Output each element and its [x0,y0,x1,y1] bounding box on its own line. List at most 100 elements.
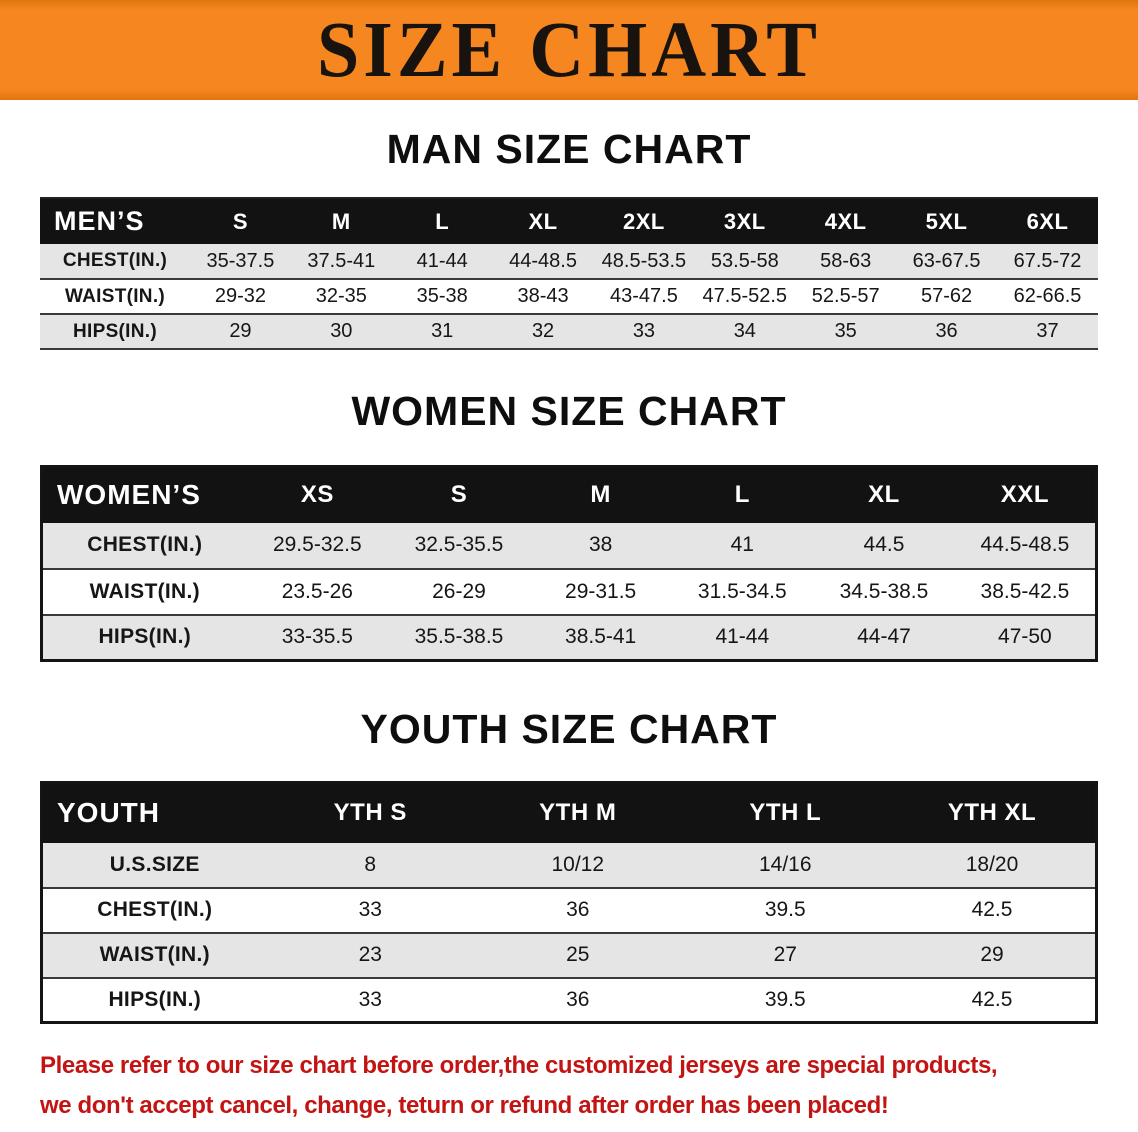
cell-value: 43-47.5 [610,285,678,307]
cell-value: 32-35 [315,285,367,307]
cell-value: 38-43 [517,285,569,307]
row-label: WAIST(IN.) [99,943,210,966]
cell-value: 23 [358,943,382,966]
table-corner-label: MEN’S [40,198,190,244]
row-label: CHEST(IN.) [97,898,213,921]
table-row: HIPS(IN.) 33-35.5 35.5-38.5 38.5-41 41-44 44-… [41,614,1097,661]
cell-value: 44-47 [857,625,911,649]
column-header: YTH XL [889,782,1097,843]
cell-value: 38.5-42.5 [980,579,1070,603]
section-heading-youth: YOUTH SIZE CHART [360,706,778,752]
column-header: L [391,198,493,244]
cell-value: 63-67.5 [912,249,981,272]
cell-value: 31.5-34.5 [697,579,787,603]
column-header: YTH S [266,782,474,843]
cell-value: 27 [773,943,797,966]
column-header: 2XL [593,198,695,244]
row-label: WAIST(IN.) [64,285,166,307]
cell-value: 29 [229,320,252,342]
table-row: WAIST(IN.) 23.5-26 26-29 29-31.5 31.5-34.5 34… [41,568,1097,615]
column-header: M [529,466,672,523]
row-label: CHEST(IN.) [62,250,168,271]
cell-value: 37.5-41 [307,249,376,272]
youth-section: YOUTH SIZE CHART YOUTH YTH S YTH M YTH L YTH… [0,706,1138,1024]
notice-line-1: Please refer to our size chart before or… [40,1052,998,1079]
column-header: 4XL [795,198,897,244]
cell-value: 32.5-35.5 [414,533,504,556]
table-row: WAIST(IN.) 23 25 27 29 [41,932,1097,978]
column-header: L [671,466,814,523]
table-corner-label: WOMEN’S [41,466,247,523]
cell-value: 34.5-38.5 [839,579,929,603]
cell-value: 41-44 [715,625,770,649]
cell-value: 35-37.5 [206,249,275,272]
cell-value: 26-29 [432,579,486,603]
table-corner-label: YOUTH [41,782,267,843]
cell-value: 62-66.5 [1013,285,1082,307]
cell-value: 58-63 [820,249,872,272]
cell-value: 31 [431,320,454,342]
cell-value: 41 [730,533,754,556]
table-row: CHEST(IN.) 29.5-32.5 32.5-35.5 38 41 44.5 44.5… [41,522,1097,569]
banner: SIZE CHART [0,0,1138,100]
section-heading-men: MAN SIZE CHART [386,126,752,172]
column-header: YTH M [474,782,682,843]
cell-value: 44.5-48.5 [980,533,1070,556]
row-label: HIPS(IN.) [98,625,192,649]
cell-value: 23.5-26 [281,579,353,603]
table-row: HIPS(IN.) 29 30 31 32 33 34 35 36 37 [40,314,1098,349]
cell-value: 29-31.5 [565,579,637,603]
table-row: WAIST(IN.) 29-32 32-35 35-38 38-43 43-47.5 47.… [40,279,1098,314]
cell-value: 52.5-57 [811,285,880,307]
cell-value: 48.5-53.5 [601,249,687,272]
page-title: SIZE CHART [316,5,821,94]
cell-value: 35 [834,320,857,342]
cell-value: 35.5-38.5 [414,625,504,649]
cell-value: 53.5-58 [710,249,779,272]
cell-value: 39.5 [764,898,806,921]
cell-value: 32 [531,320,555,342]
men-size-table: MEN’S S M L XL 2XL 3XL 4XL 5XL 6XL CHEST(IN.) 35-37… [40,197,1098,350]
row-label: WAIST(IN.) [89,579,200,603]
cell-value: 37 [1036,320,1059,342]
cell-value: 14/16 [758,852,812,876]
cell-value: 33 [358,987,382,1011]
cell-value: 41-44 [416,249,468,272]
cell-value: 36 [566,898,590,921]
column-header: 6XL [997,198,1098,244]
table-row: CHEST(IN.) 33 36 39.5 42.5 [41,887,1097,933]
cell-value: 44-48.5 [509,249,577,272]
column-header: XXL [954,466,1097,523]
table-header-row: MEN’S S M L XL 2XL 3XL 4XL 5XL 6XL [40,198,1098,244]
cell-value: 34 [733,320,756,342]
column-header: S [388,466,530,523]
cell-value: 47-50 [998,625,1052,649]
cell-value: 44.5 [863,533,905,556]
men-section: MAN SIZE CHART MEN’S S M L XL 2XL 3XL 4XL 5XL 6XL… [0,126,1138,350]
cell-value: 38.5-41 [565,625,637,649]
cell-value: 36 [935,320,958,342]
cell-value: 42.5 [971,987,1013,1011]
cell-value: 33 [358,898,382,921]
table-row: U.S.SIZE 8 10/12 14/16 18/20 [41,842,1097,888]
table-header-row: YOUTH YTH S YTH M YTH L YTH XL [41,782,1097,843]
table-row: CHEST(IN.) 35-37.5 37.5-41 41-44 44-48.5 48.5… [40,244,1098,279]
row-label: HIPS(IN.) [108,987,202,1011]
cell-value: 30 [330,320,353,342]
column-header: 5XL [896,198,997,244]
column-header: XL [492,198,594,244]
column-header: M [290,198,392,244]
cell-value: 8 [364,852,377,876]
cell-value: 33-35.5 [281,625,353,649]
column-header: S [190,198,291,244]
cell-value: 29.5-32.5 [272,533,362,556]
youth-size-table: YOUTH YTH S YTH M YTH L YTH XL U.S.SIZE 8 10/12… [40,781,1098,1024]
column-header: 3XL [694,198,796,244]
cell-value: 36 [566,987,590,1011]
table-header-row: WOMEN’S XS S M L XL XXL [41,466,1097,523]
cell-value: 39.5 [764,987,806,1011]
table-row: HIPS(IN.) 33 36 39.5 42.5 [41,977,1097,1023]
women-size-table: WOMEN’S XS S M L XL XXL CHEST(IN.) 29.5-32.5 32.5… [40,465,1098,662]
cell-value: 47.5-52.5 [702,285,788,307]
